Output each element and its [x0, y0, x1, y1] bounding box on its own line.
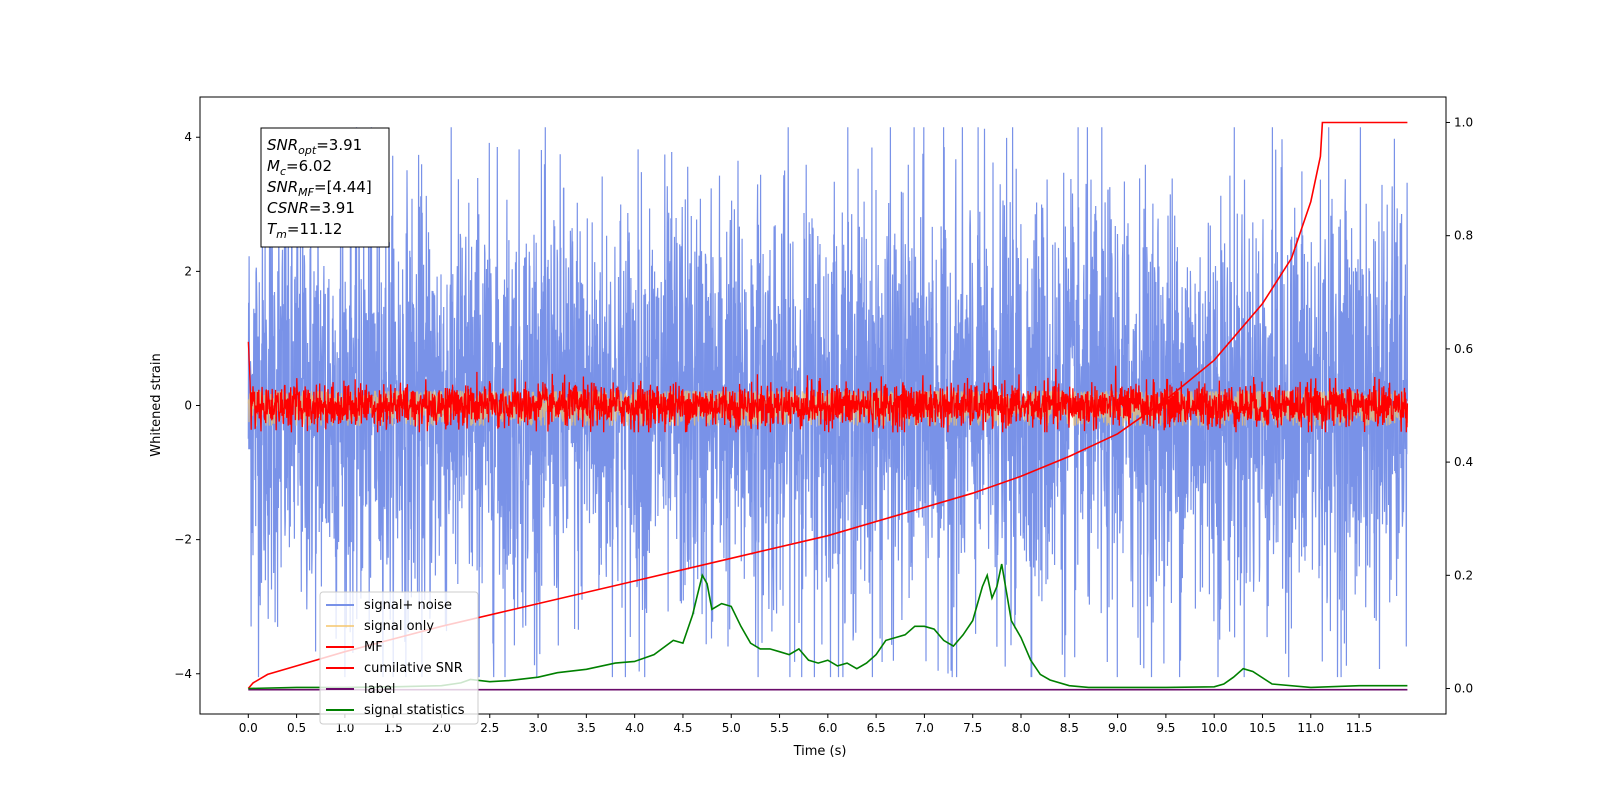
y-axis-left: −4 −2 0 2 4 — [174, 130, 200, 681]
y-tick-label: −4 — [174, 667, 192, 681]
y2-tick-label: 0.0 — [1454, 682, 1473, 696]
x-tick-label: 0.5 — [287, 721, 306, 735]
x-tick-label: 7.5 — [963, 721, 982, 735]
legend-label-signal-statistics: signal statistics — [364, 703, 465, 718]
annotation-symbol: CSNR — [267, 199, 309, 217]
annotation-subscript: MF — [298, 186, 314, 199]
y-tick-label: 2 — [184, 264, 192, 278]
annotation-symbol: T — [267, 220, 278, 238]
x-tick-label: 2.5 — [480, 721, 499, 735]
annotation-box: SNRopt=3.91Mc=6.02SNRMF=[4.44]CSNR=3.91T… — [260, 127, 390, 248]
series-signal-statistics-line — [248, 563, 1408, 690]
x-tick-label: 3.5 — [577, 721, 596, 735]
y-axis-right: 0.0 0.2 0.4 0.6 0.8 1.0 — [1446, 115, 1473, 696]
legend-label-cumilative-snr: cumilative SNR — [364, 661, 463, 676]
annotation-symbol: M — [267, 157, 280, 175]
x-tick-label: 8.0 — [1011, 721, 1030, 735]
y-tick-label: 0 — [184, 399, 192, 413]
annotation-line: SNRMF=[4.44] — [267, 178, 372, 199]
x-tick-label: 7.0 — [915, 721, 934, 735]
annotation-line: CSNR=3.91 — [267, 199, 355, 217]
y2-tick-label: 0.4 — [1454, 455, 1473, 469]
y2-tick-label: 1.0 — [1454, 115, 1473, 129]
y2-tick-label: 0.8 — [1454, 229, 1473, 243]
annotation-frame — [260, 127, 390, 248]
annotation-value: =3.91 — [316, 136, 362, 154]
annotation-symbol: SNR — [267, 178, 298, 196]
legend-frame — [319, 591, 479, 725]
y-axis-label: Whitened strain — [149, 353, 164, 456]
x-tick-label: 9.0 — [1108, 721, 1127, 735]
annotation-line: Tm=11.12 — [267, 220, 342, 241]
legend-label-label: label — [364, 682, 395, 697]
series-mf-line — [247, 341, 1409, 433]
x-tick-label: 4.0 — [625, 721, 644, 735]
x-tick-label: 5.0 — [722, 721, 741, 735]
x-tick-label: 10.5 — [1249, 721, 1276, 735]
x-tick-label: 9.5 — [1156, 721, 1175, 735]
x-tick-label: 3.0 — [529, 721, 548, 735]
legend-label-signal-noise: signal+ noise — [364, 598, 452, 613]
annotation-value: =3.91 — [309, 199, 355, 217]
x-tick-label: 8.5 — [1060, 721, 1079, 735]
annotation-value: =11.12 — [287, 220, 343, 238]
annotation-value: =6.02 — [286, 157, 332, 175]
x-tick-label: 0.0 — [239, 721, 258, 735]
y-tick-label: −2 — [174, 533, 192, 547]
y-tick-label: 4 — [184, 130, 192, 144]
x-tick-label: 5.5 — [770, 721, 789, 735]
y2-tick-label: 0.6 — [1454, 342, 1473, 356]
annotation-line: SNRopt=3.91 — [267, 136, 362, 157]
x-tick-label: 6.0 — [818, 721, 837, 735]
annotation-subscript: opt — [298, 144, 317, 157]
x-axis-label: Time (s) — [793, 744, 847, 759]
x-tick-label: 10.0 — [1201, 721, 1228, 735]
y2-tick-label: 0.2 — [1454, 568, 1473, 582]
annotation-subscript: m — [276, 228, 287, 241]
legend-label-mf: MF — [364, 640, 383, 655]
x-tick-label: 6.5 — [867, 721, 886, 735]
x-tick-label: 4.5 — [673, 721, 692, 735]
x-tick-label: 11.0 — [1297, 721, 1324, 735]
annotation-line: Mc=6.02 — [267, 157, 332, 178]
annotation-symbol: SNR — [267, 136, 298, 154]
legend-label-signal-only: signal only — [364, 619, 434, 634]
x-tick-label: 11.5 — [1346, 721, 1373, 735]
annotation-subscript: c — [280, 165, 286, 178]
annotation-value: =[4.44] — [314, 178, 372, 196]
legend: signal+ noise signal only MF cumilative SNR… — [319, 591, 479, 725]
